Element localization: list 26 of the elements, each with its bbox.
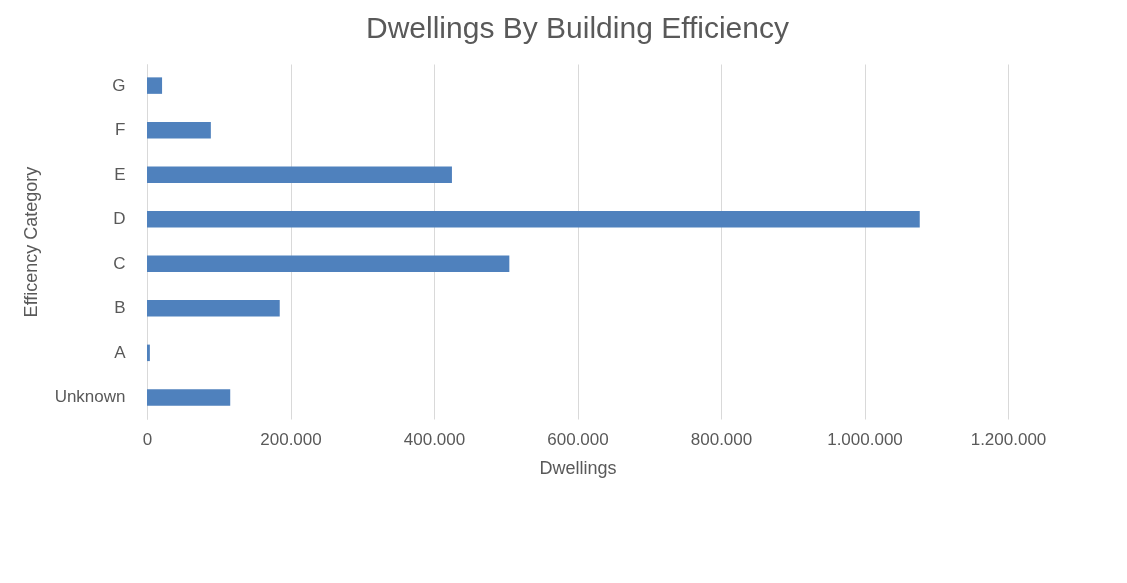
- y-tick-label: D: [113, 209, 126, 229]
- x-tick-label: 600.000: [547, 429, 609, 449]
- bar: [147, 210, 920, 228]
- y-tick-label: Unknown: [54, 387, 126, 407]
- x-tick-label: 1.200.000: [970, 429, 1047, 449]
- bar: [147, 344, 150, 362]
- bar: [147, 389, 231, 406]
- y-tick-label: C: [113, 253, 126, 273]
- y-axis-title: Efficency Category: [20, 166, 41, 318]
- bar: [147, 300, 280, 317]
- bar: [147, 166, 452, 183]
- x-tick-label: 400.000: [403, 429, 466, 449]
- x-tick-label: 800.000: [690, 429, 753, 449]
- bar: [147, 77, 163, 94]
- y-tick-label: G: [112, 75, 126, 95]
- chart-title: Dwellings By Building Efficiency: [366, 11, 789, 44]
- y-tick-label: A: [114, 342, 127, 362]
- y-tick-label: B: [114, 298, 126, 318]
- x-tick-label: 1.000.000: [827, 429, 903, 449]
- x-tick-label: 0: [142, 429, 153, 449]
- bar: [147, 121, 211, 139]
- y-tick-label: F: [115, 120, 126, 140]
- x-tick-label: 200.000: [260, 429, 322, 449]
- bar: [147, 255, 510, 273]
- x-axis-title: Dwellings: [539, 457, 617, 478]
- y-tick-label: E: [114, 164, 126, 184]
